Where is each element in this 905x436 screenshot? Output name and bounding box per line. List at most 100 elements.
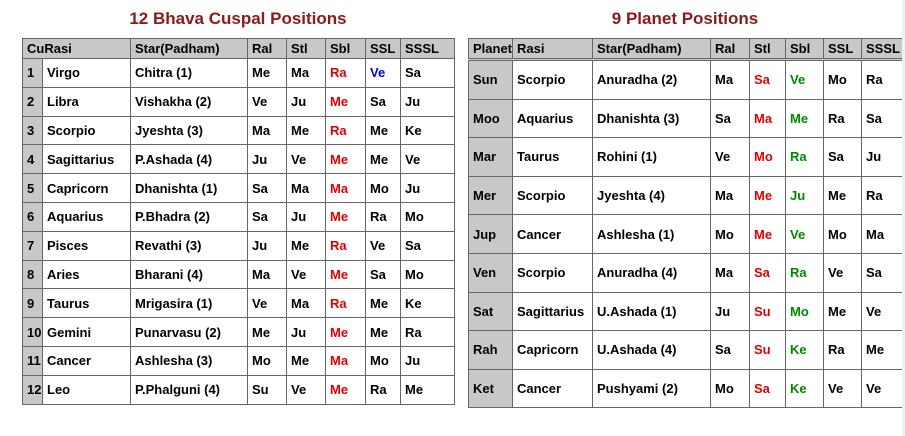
planet-star: Dhanishta (3) <box>592 98 711 139</box>
cusp-stl: Ju <box>286 317 327 347</box>
planet-rasi: Capricorn <box>512 330 593 370</box>
cusp-stl: Ju <box>286 86 327 117</box>
cusp-ssl: Ve <box>365 58 402 88</box>
cusp-sssl: Ju <box>400 345 456 376</box>
cusp-ral: Me <box>247 317 288 347</box>
planet-row: Mer Scorpio Jyeshta (4) Ma Me Ju Me Ra <box>468 175 903 216</box>
planet-star: U.Ashada (4) <box>592 330 711 370</box>
cusp-sbl: Me <box>325 374 367 405</box>
planet-ssl: Sa <box>823 137 862 177</box>
planet-rasi: Cancer <box>512 214 593 254</box>
planet-row: Sun Scorpio Anuradha (2) Ma Sa Ve Mo Ra <box>468 60 903 100</box>
cusp-stl: Ve <box>286 374 327 405</box>
cusp-ral: Mo <box>247 345 288 376</box>
right-edge-shadow <box>902 0 905 436</box>
cusp-stl: Ve <box>286 259 327 290</box>
planet-stl: Me <box>749 214 786 254</box>
planet-ral: Mo <box>710 368 750 409</box>
cusp-number: 11 <box>22 345 43 376</box>
cusp-sbl: Ra <box>325 58 367 88</box>
cusp-number: 3 <box>22 115 43 146</box>
planet-rasi: Scorpio <box>512 60 593 100</box>
planet-sssl: Ra <box>861 175 903 216</box>
planet-name: Jup <box>468 214 513 254</box>
col-header-sbl: Sbl <box>785 38 824 59</box>
cusp-rasi: Scorpio <box>41 115 132 146</box>
cuspal-row: 2 Libra Vishakha (2) Ve Ju Me Sa Ju <box>22 86 456 117</box>
cusp-ral: Sa <box>247 173 288 203</box>
cusp-rasi: Sagittarius <box>41 144 132 175</box>
planet-star: Anuradha (4) <box>592 252 711 293</box>
planet-ral: Sa <box>710 98 750 139</box>
cusp-rasi: Libra <box>41 86 132 117</box>
planet-star: Jyeshta (4) <box>592 175 711 216</box>
cusp-number: 1 <box>22 58 43 88</box>
cusp-sssl: Ve <box>400 144 456 175</box>
cusp-number: 5 <box>22 173 43 203</box>
cusp-ral: Ju <box>247 230 288 261</box>
col-header-rasi: Rasi <box>512 38 593 59</box>
cusp-sbl: Me <box>325 144 367 175</box>
cuspal-row: 5 Capricorn Dhanishta (1) Sa Ma Ma Mo Ju <box>22 173 456 203</box>
cusp-stl: Ma <box>286 288 327 319</box>
cuspal-header-row: CuRasi Star(Padham) Ral Stl Sbl SSL SSSL <box>21 38 456 59</box>
cusp-rasi: Capricorn <box>41 173 132 203</box>
col-header-ral: Ral <box>247 38 288 59</box>
planet-ral: Ve <box>710 137 750 177</box>
cusp-stl: Ma <box>286 58 327 88</box>
cusp-number: 9 <box>22 288 43 319</box>
planet-ral: Ma <box>710 175 750 216</box>
planet-rasi: Scorpio <box>512 252 593 293</box>
cusp-sssl: Ju <box>400 86 456 117</box>
cusp-sssl: Mo <box>400 201 456 232</box>
col-header-star: Star(Padham) <box>130 38 249 59</box>
cusp-rasi: Leo <box>41 374 132 405</box>
cusp-ral: Ma <box>247 115 288 146</box>
cusp-stl: Ju <box>286 201 327 232</box>
cusp-number: 8 <box>22 259 43 290</box>
planet-stl: Sa <box>749 368 786 409</box>
col-header-sbl: Sbl <box>325 38 367 59</box>
planet-ral: Ju <box>710 291 750 332</box>
planet-rasi: Taurus <box>512 137 593 177</box>
planet-name: Moo <box>468 98 513 139</box>
planet-star: Pushyami (2) <box>592 368 711 409</box>
planet-ral: Ma <box>710 60 750 100</box>
planet-sssl: Ju <box>861 137 903 177</box>
cuspal-row: 1 Virgo Chitra (1) Me Ma Ra Ve Sa <box>22 58 456 88</box>
cusp-sssl: Sa <box>400 230 456 261</box>
cusp-sbl: Ma <box>325 173 367 203</box>
planet-row: Mar Taurus Rohini (1) Ve Mo Ra Sa Ju <box>468 137 903 177</box>
cusp-star: Dhanishta (1) <box>130 173 249 203</box>
planet-stl: Ma <box>749 98 786 139</box>
planet-sbl: Ju <box>785 175 824 216</box>
col-header-curasi: CuRasi <box>21 38 132 59</box>
cusp-star: Punarvasu (2) <box>130 317 249 347</box>
cusp-ral: Sa <box>247 201 288 232</box>
cuspal-row: 11 Cancer Ashlesha (3) Mo Me Ma Mo Ju <box>22 345 456 376</box>
cusp-sssl: Me <box>400 374 456 405</box>
cusp-rasi: Aries <box>41 259 132 290</box>
planet-header-row: Planet Rasi Star(Padham) Ral Stl Sbl SSL… <box>468 38 903 59</box>
cusp-ssl: Me <box>365 115 402 146</box>
cusp-rasi: Virgo <box>41 58 132 88</box>
planet-ssl: Ra <box>823 330 862 370</box>
cusp-stl: Me <box>286 345 327 376</box>
cusp-number: 6 <box>22 201 43 232</box>
cusp-ssl: Sa <box>365 86 402 117</box>
cusp-sbl: Me <box>325 86 367 117</box>
planet-ssl: Ra <box>823 98 862 139</box>
cusp-stl: Me <box>286 115 327 146</box>
cusp-ssl: Ra <box>365 201 402 232</box>
planet-rasi: Cancer <box>512 368 593 409</box>
cusp-rasi: Aquarius <box>41 201 132 232</box>
cusp-number: 12 <box>22 374 43 405</box>
planet-sssl: Sa <box>861 98 903 139</box>
cusp-ral: Ve <box>247 288 288 319</box>
cuspal-row: 8 Aries Bharani (4) Ma Ve Me Sa Mo <box>22 259 456 290</box>
cusp-ssl: Ve <box>365 230 402 261</box>
cusp-ssl: Ra <box>365 374 402 405</box>
planet-star: U.Ashada (1) <box>592 291 711 332</box>
cusp-sbl: Ra <box>325 288 367 319</box>
planet-ssl: Mo <box>823 214 862 254</box>
